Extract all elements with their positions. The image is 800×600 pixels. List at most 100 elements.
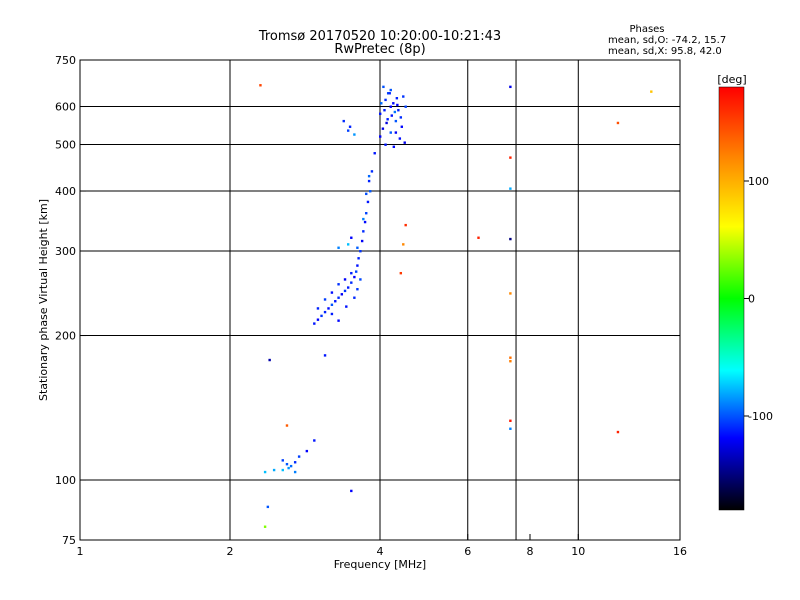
scatter-point (337, 319, 340, 322)
scatter-point (346, 286, 350, 289)
scatter-point (263, 470, 267, 474)
scatter-point (272, 468, 276, 472)
x-tick-label: 16 (673, 545, 687, 558)
scatter-point (396, 103, 399, 107)
scatter-point (398, 137, 402, 140)
scatter-point (345, 305, 348, 308)
scatter-point (650, 90, 653, 93)
scatter-point (379, 135, 382, 138)
scatter-point (365, 192, 368, 196)
scatter-point (281, 468, 284, 472)
scatter-point (509, 419, 512, 422)
scatter-points (259, 84, 653, 528)
scatter-point (353, 296, 356, 299)
scatter-point (362, 217, 365, 221)
scatter-point (330, 312, 334, 316)
scatter-point (354, 270, 358, 273)
scatter-point (316, 307, 320, 310)
scatter-point (509, 360, 512, 363)
scatter-point (509, 187, 512, 190)
scatter-point (404, 223, 407, 227)
scatter-point (356, 246, 359, 249)
stats-heading: Phases (629, 24, 664, 35)
scatter-point (366, 200, 370, 204)
scatter-point (330, 303, 334, 306)
scatter-point (384, 98, 387, 102)
scatter-point (395, 97, 399, 100)
scatter-point (285, 462, 289, 466)
scatter-point (365, 212, 368, 215)
y-tick-label: 500 (55, 139, 76, 152)
scatter-point (350, 281, 353, 284)
scatter-point (399, 116, 403, 119)
x-tick-label: 6 (464, 545, 471, 558)
y-tick-label: 200 (55, 330, 76, 343)
scatter-point (373, 152, 376, 155)
scatter-point (268, 358, 271, 362)
scatter-point (379, 112, 382, 115)
scatter-point (320, 314, 323, 318)
scatter-point (367, 179, 371, 183)
colorbar-label: [deg] (717, 73, 746, 86)
stats-line-x: mean, sd,X: 95.8, 42.0 (608, 46, 722, 57)
scatter-point (343, 289, 347, 293)
scatter-point (385, 121, 388, 125)
scatter-point (357, 257, 360, 260)
scatter-point (342, 119, 345, 123)
scatter-point (402, 95, 405, 98)
scatter-point (367, 174, 371, 178)
scatter-point (313, 322, 316, 325)
scatter-point (323, 298, 327, 301)
scatter-point (353, 275, 356, 279)
scatter-point (389, 105, 392, 108)
colorbar-tick-label: 0 (748, 293, 755, 306)
scatter-point (509, 156, 512, 159)
x-axis-label: Frequency [MHz] (334, 558, 426, 571)
y-tick-label: 75 (62, 534, 76, 547)
scatter-point (330, 291, 334, 294)
scatter-point (353, 133, 356, 136)
scatter-point (616, 121, 620, 125)
scatter-point (259, 84, 262, 87)
scatter-point (402, 243, 405, 246)
scatter-point (393, 110, 397, 114)
scatter-point (263, 525, 267, 528)
y-tick-label: 400 (55, 185, 76, 198)
y-tick-label: 100 (55, 474, 76, 487)
scatter-point (359, 250, 362, 253)
chart-subtitle: RwPretec (8p) (334, 42, 425, 57)
scatter-point (386, 92, 390, 95)
scatter-point (359, 278, 362, 281)
scatter-point (386, 118, 389, 121)
scatter-point (360, 239, 364, 243)
scatter-point (390, 114, 393, 117)
scatter-point (281, 459, 284, 462)
scatter-point (323, 354, 327, 357)
scatter-point (305, 449, 309, 453)
scatter-point (266, 505, 270, 509)
scatter-point (316, 318, 320, 321)
scatter-point (327, 307, 330, 310)
scatter-point (348, 125, 352, 128)
y-axis-ticks: 75 100 200 300 400 500 600 750 (55, 54, 680, 547)
scatter-point (350, 271, 353, 275)
scatter-point (394, 131, 398, 134)
colorbar-tick-label: -100 (748, 410, 773, 423)
scatter-point (340, 293, 344, 296)
scatter-point (389, 88, 392, 92)
scatter-point (356, 264, 359, 267)
scatter-point (313, 439, 316, 442)
scatter-point (400, 125, 404, 128)
y-tick-label: 300 (55, 245, 76, 258)
chart-title: Tromsø 20170520 10:20:00-10:21:43 (258, 29, 501, 44)
scatter-point (509, 356, 512, 359)
scatter-point (404, 105, 407, 108)
scatter-point (389, 131, 392, 134)
scatter-point (403, 141, 406, 144)
y-axis-label: Stationary phase Virtual Height [km] (37, 199, 50, 401)
scatter-point (380, 102, 383, 105)
scatter-point (293, 470, 297, 474)
scatter-point (509, 427, 512, 430)
scatter-point (388, 92, 391, 95)
